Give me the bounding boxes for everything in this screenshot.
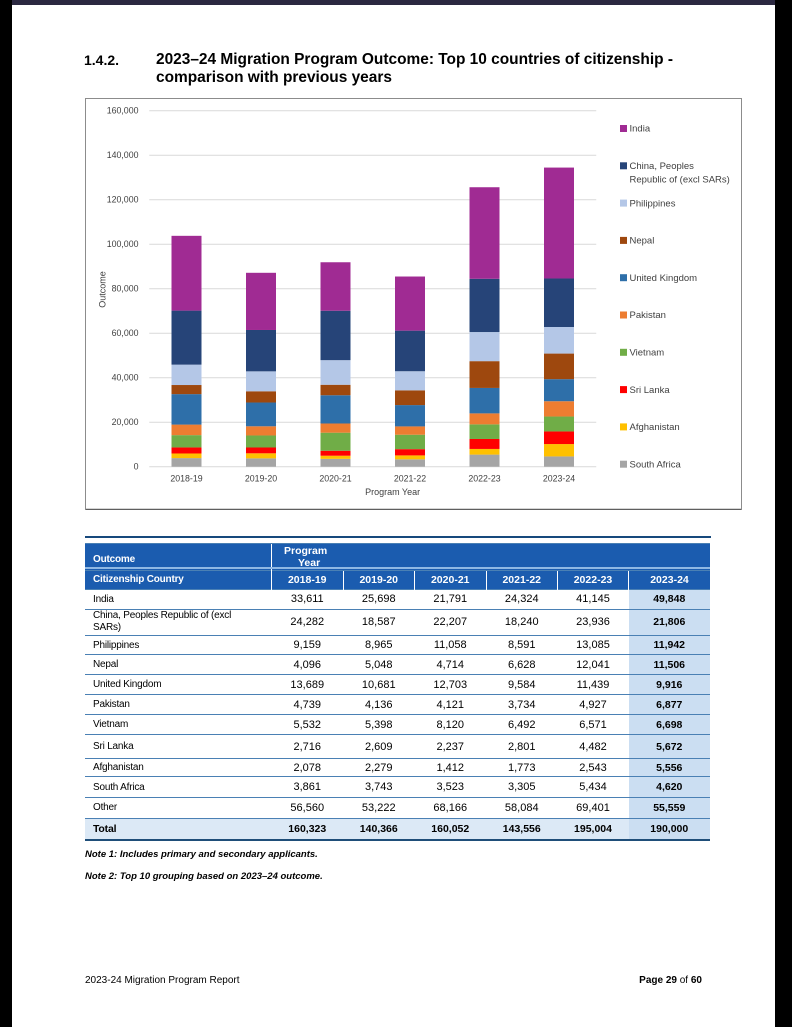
svg-text:2023-24: 2023-24 [543,473,575,483]
svg-text:0: 0 [134,462,139,472]
svg-text:60,000: 60,000 [112,328,139,338]
svg-text:Pakistan: Pakistan [630,310,666,321]
svg-text:China, Peoples: China, Peoples [630,161,695,172]
svg-text:2022-23: 2022-23 [468,473,500,483]
svg-text:Republic of (excl SARs): Republic of (excl SARs) [630,174,730,185]
svg-text:140,000: 140,000 [107,150,139,160]
svg-text:Outcome: Outcome [98,271,108,308]
svg-text:Afghanistan: Afghanistan [630,422,680,433]
svg-text:2019-20: 2019-20 [245,473,277,483]
svg-text:Sri Lanka: Sri Lanka [630,385,671,396]
svg-text:100,000: 100,000 [107,239,139,249]
svg-text:2020-21: 2020-21 [319,473,351,483]
svg-text:120,000: 120,000 [107,195,139,205]
svg-text:South Africa: South Africa [630,459,682,470]
svg-text:2018-19: 2018-19 [170,473,202,483]
svg-text:United Kingdom: United Kingdom [630,273,698,284]
svg-text:20,000: 20,000 [112,417,139,427]
svg-text:Program Year: Program Year [365,487,420,497]
svg-text:India: India [630,124,651,135]
svg-text:160,000: 160,000 [107,106,139,116]
svg-text:Philippines: Philippines [630,198,676,209]
svg-text:Nepal: Nepal [630,236,655,247]
svg-text:2021-22: 2021-22 [394,473,426,483]
svg-text:Vietnam: Vietnam [630,348,665,359]
svg-text:40,000: 40,000 [112,373,139,383]
svg-text:80,000: 80,000 [112,284,139,294]
